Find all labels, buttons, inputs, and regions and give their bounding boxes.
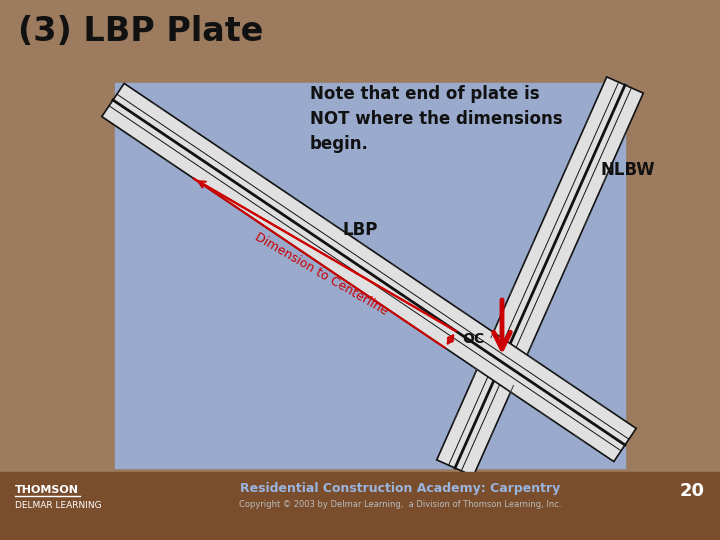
- Text: Note that end of plate is
NOT where the dimensions
begin.: Note that end of plate is NOT where the …: [310, 85, 562, 153]
- Text: Dimension to Centerline: Dimension to Centerline: [253, 231, 390, 318]
- Bar: [0, 472, 720, 540]
- Text: NLBW: NLBW: [601, 161, 656, 179]
- Text: (3) LBP Plate: (3) LBP Plate: [18, 15, 264, 48]
- Text: Residential Construction Academy: Carpentry: Residential Construction Academy: Carpen…: [240, 482, 560, 495]
- Text: LBP: LBP: [343, 221, 378, 239]
- Polygon shape: [102, 83, 636, 462]
- Polygon shape: [437, 77, 643, 476]
- Bar: [115, 83, 625, 468]
- Text: OC: OC: [462, 333, 485, 347]
- Text: 20: 20: [680, 482, 705, 500]
- Text: THOMSON: THOMSON: [15, 485, 79, 495]
- Text: Copyright © 2003 by Delmar Learning,  a Division of Thomson Learning, Inc.: Copyright © 2003 by Delmar Learning, a D…: [239, 500, 562, 509]
- Text: DELMAR LEARNING: DELMAR LEARNING: [15, 501, 102, 510]
